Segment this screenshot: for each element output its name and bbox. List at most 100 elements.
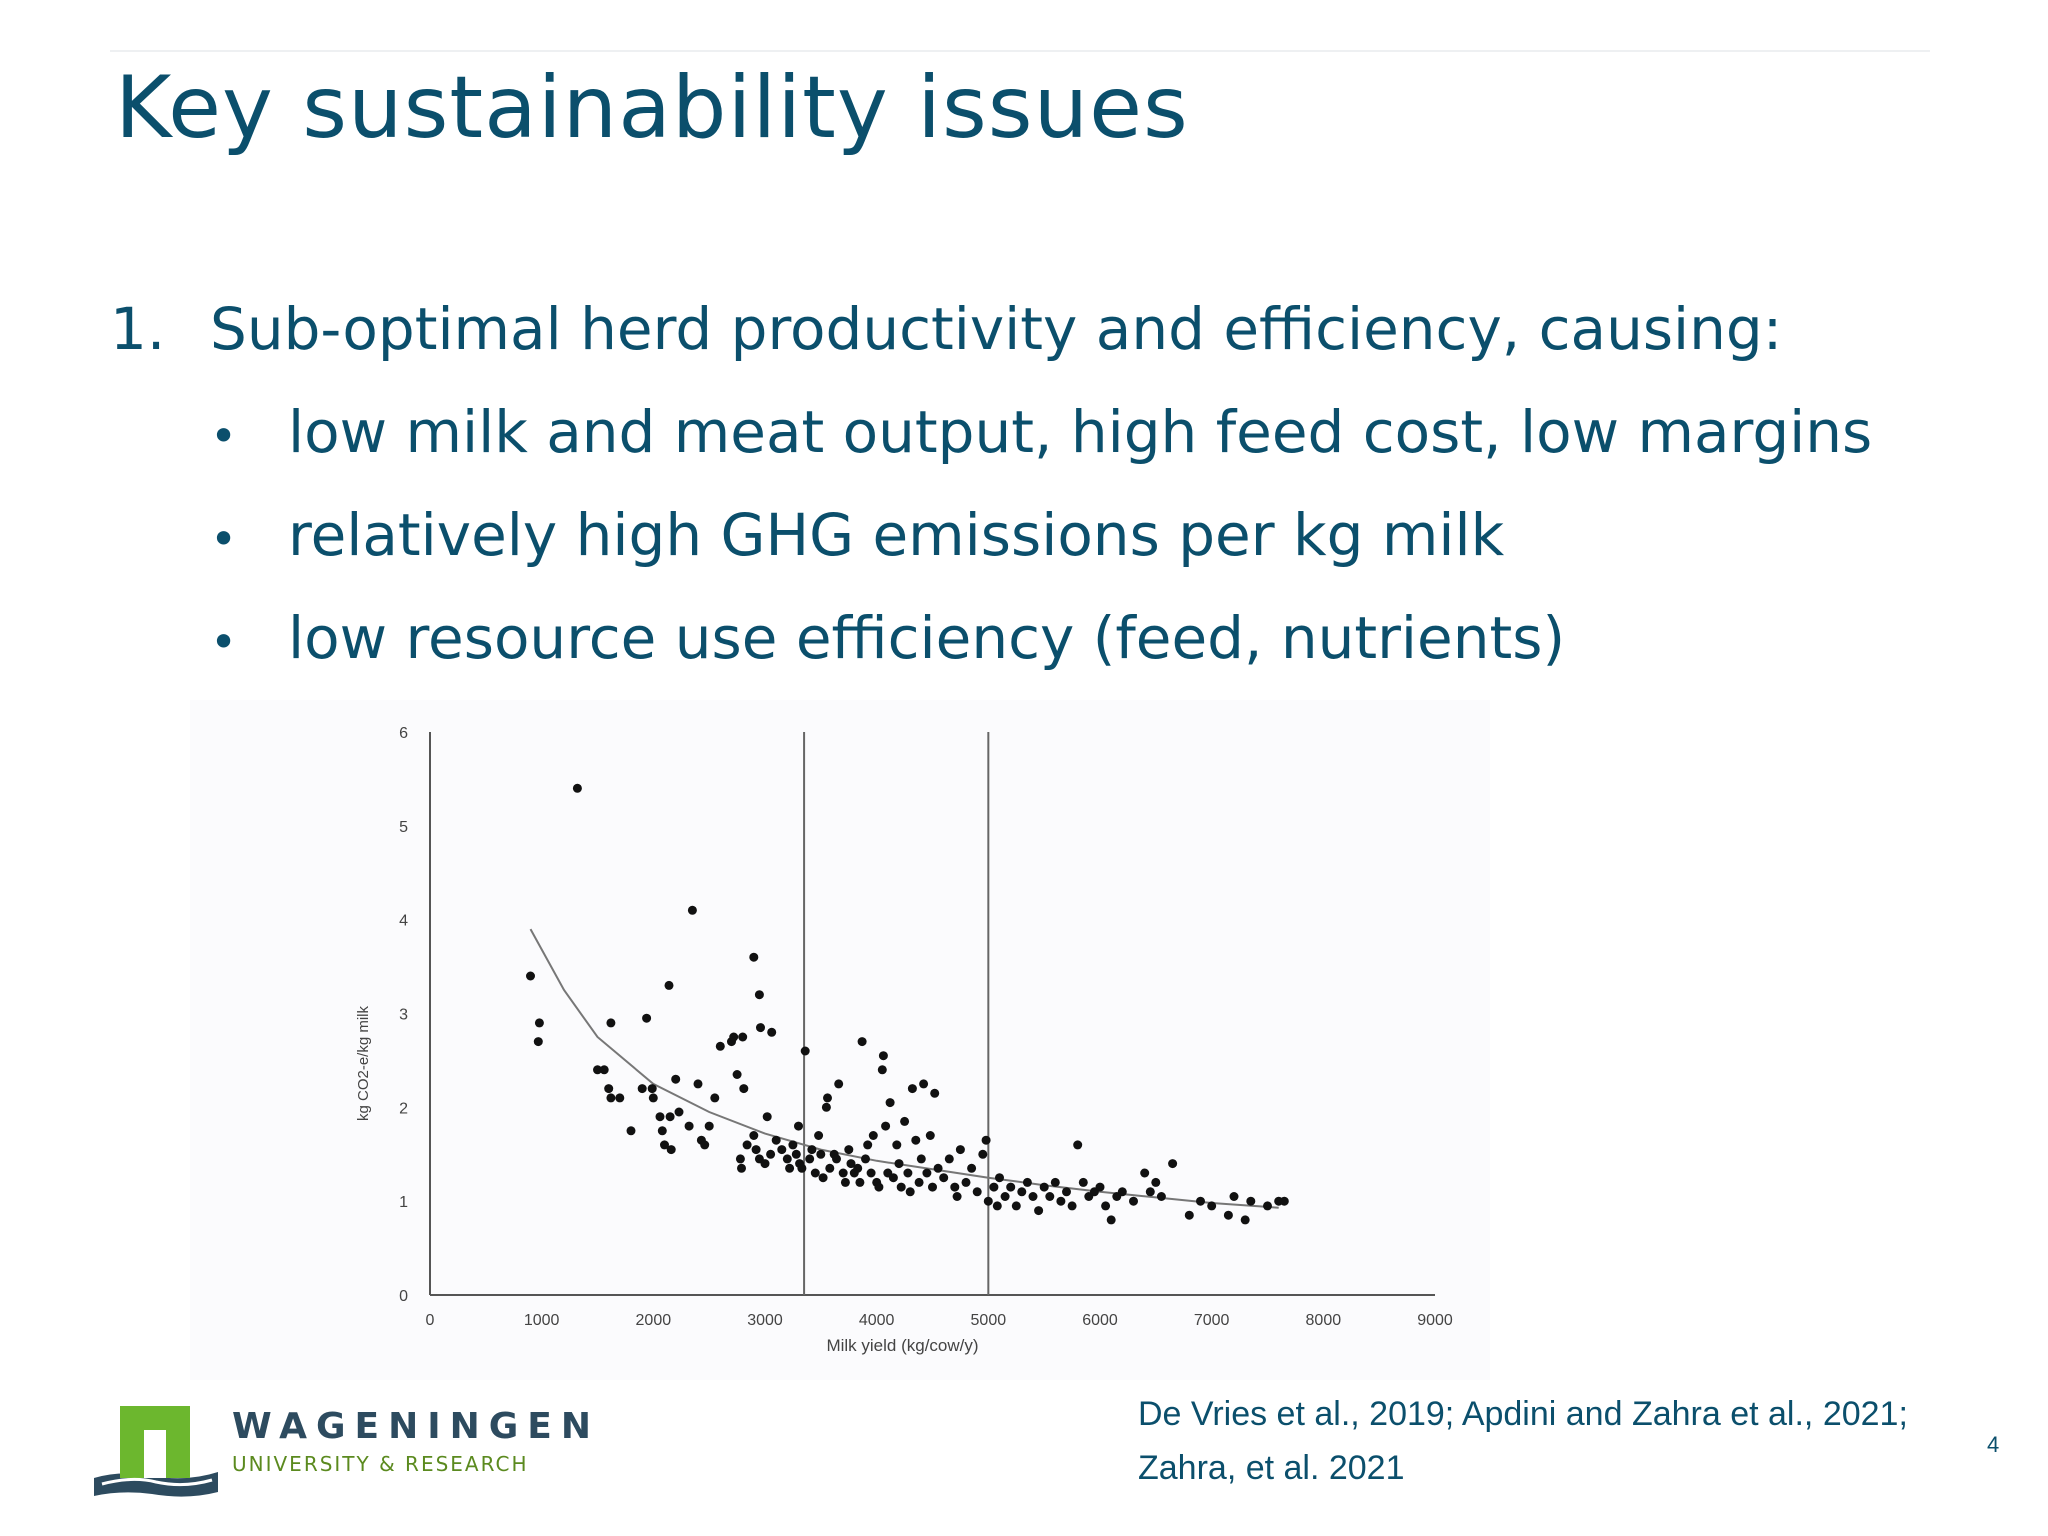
x-tick-label: 6000 (1082, 1312, 1118, 1329)
data-point (1168, 1159, 1178, 1169)
logo-mark-icon (94, 1406, 218, 1497)
data-point (1151, 1177, 1161, 1187)
data-point (907, 1084, 917, 1094)
data-point (572, 783, 582, 793)
data-point (1022, 1177, 1032, 1187)
data-point (800, 1046, 810, 1056)
data-point (1117, 1187, 1127, 1197)
y-tick-label: 0 (399, 1288, 408, 1305)
y-tick-label: 3 (399, 1007, 408, 1024)
data-point (1229, 1192, 1239, 1201)
scatter-chart: 0 1000 2000 3000 4000 5000 6000 7000 8000 9000 0 1 2… (190, 700, 1490, 1380)
data-point (1056, 1196, 1066, 1206)
data-point (785, 1163, 795, 1173)
data-point (655, 1112, 665, 1122)
data-point (892, 1140, 902, 1150)
data-point (1028, 1192, 1038, 1201)
data-point (1045, 1192, 1055, 1201)
data-point (710, 1093, 720, 1103)
data-point (1095, 1182, 1105, 1192)
logo-wordmark: WAGENINGEN (232, 1406, 601, 1447)
data-point (1223, 1210, 1233, 1220)
data-point (1140, 1168, 1150, 1178)
data-point (1196, 1196, 1205, 1206)
data-point (687, 905, 697, 915)
data-point (983, 1196, 993, 1206)
x-tick-label: 0 (426, 1312, 435, 1329)
data-point (739, 1084, 749, 1094)
x-tick-label: 2000 (636, 1312, 672, 1329)
data-point (693, 1079, 703, 1089)
data-point (914, 1177, 924, 1187)
data-point (1050, 1177, 1060, 1187)
x-tick-label: 4000 (859, 1312, 895, 1329)
data-point (877, 1065, 887, 1075)
data-point (814, 1131, 824, 1140)
data-point (760, 1159, 770, 1169)
data-point (868, 1131, 878, 1140)
x-tick-label: 9000 (1417, 1312, 1453, 1329)
x-tick-label: 3000 (747, 1312, 783, 1329)
data-point (840, 1177, 850, 1187)
y-tick-label: 4 (399, 913, 408, 930)
data-point (660, 1140, 669, 1150)
data-point (834, 1079, 844, 1089)
data-point (782, 1154, 792, 1164)
y-tick-label: 5 (399, 819, 408, 836)
bullet-icon: • (210, 615, 238, 669)
data-point (900, 1116, 910, 1126)
bullet-icon: • (210, 409, 238, 463)
data-point (606, 1093, 616, 1103)
data-point (866, 1168, 876, 1178)
data-point (738, 1032, 748, 1042)
data-point (533, 1037, 543, 1047)
data-point (797, 1163, 807, 1173)
data-point (626, 1126, 636, 1136)
data-point (1145, 1187, 1155, 1197)
data-point (1062, 1187, 1071, 1197)
y-axis-label: kg CO2-e/kg milk (355, 1005, 372, 1121)
data-point (1207, 1201, 1217, 1211)
data-point (666, 1145, 676, 1155)
data-point (981, 1135, 991, 1145)
data-point (1034, 1206, 1044, 1216)
data-point (930, 1088, 940, 1098)
data-point (704, 1121, 714, 1131)
data-point (766, 1149, 776, 1159)
list-number: 1. (110, 295, 166, 363)
data-point (855, 1177, 865, 1187)
data-point (1073, 1140, 1083, 1150)
list-item-text: Sub-optimal herd productivity and effici… (210, 295, 1783, 363)
data-point (1106, 1215, 1116, 1225)
data-point (972, 1187, 982, 1197)
data-point (1246, 1196, 1256, 1206)
data-point (878, 1051, 888, 1061)
data-point (788, 1140, 798, 1150)
data-point (861, 1154, 870, 1164)
data-point (928, 1182, 937, 1192)
citation: De Vries et al., 2019; Apdini and Zahra … (1138, 1387, 1958, 1495)
y-tick-label: 2 (399, 1100, 408, 1117)
data-point (647, 1084, 657, 1094)
data-point (916, 1154, 926, 1164)
data-point (671, 1074, 681, 1084)
data-point (853, 1163, 863, 1173)
data-point (749, 1131, 759, 1140)
data-point (894, 1159, 904, 1169)
data-point (794, 1121, 803, 1131)
data-point (838, 1168, 848, 1178)
trend-curve (529, 928, 1279, 1209)
data-point (992, 1201, 1002, 1211)
data-point (674, 1107, 684, 1117)
y-tick-label: 1 (399, 1194, 408, 1211)
data-point (1279, 1196, 1289, 1206)
scatter-chart-svg: 0 1000 2000 3000 4000 5000 6000 7000 8000 9000 0 1 2… (355, 725, 1453, 1355)
data-point (771, 1135, 781, 1145)
data-point (534, 1018, 544, 1028)
data-point (903, 1168, 913, 1178)
data-point (756, 1023, 765, 1033)
data-point (950, 1182, 960, 1192)
data-point (648, 1093, 658, 1103)
wageningen-logo: WAGENINGEN UNIVERSITY & RESEARCH (92, 1400, 591, 1500)
data-point (593, 1065, 602, 1075)
